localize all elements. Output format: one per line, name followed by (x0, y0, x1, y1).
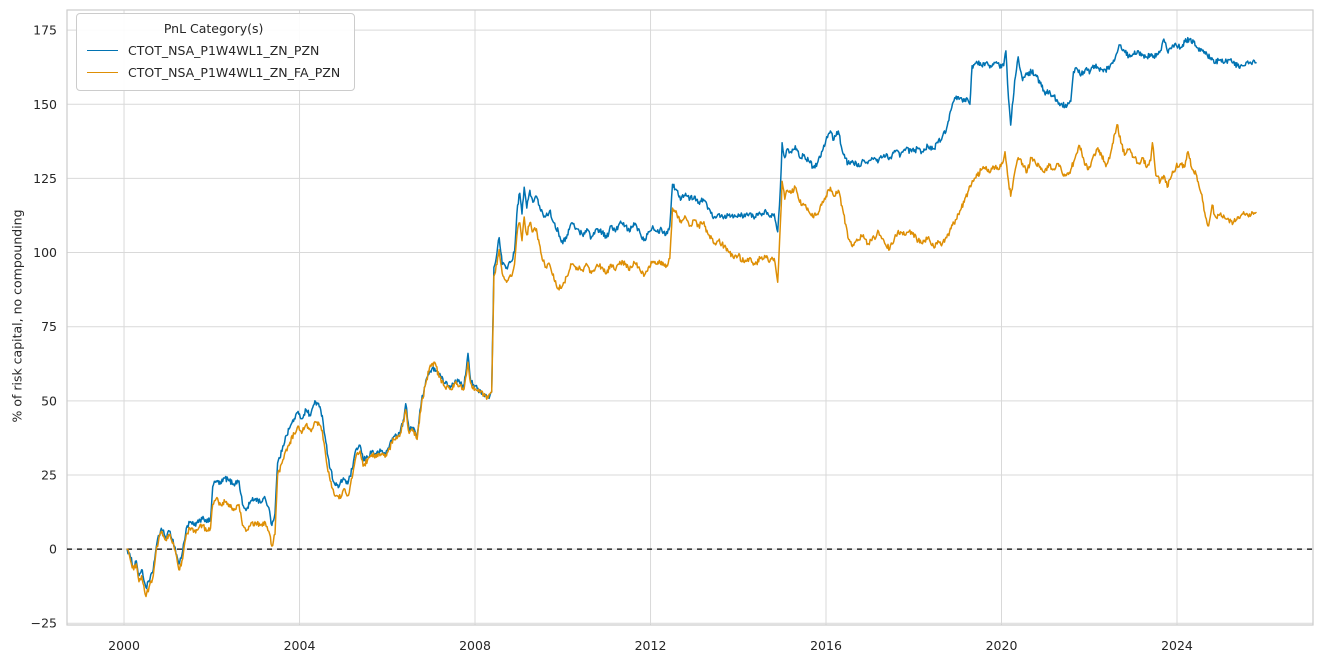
y-tick-label: 25 (41, 467, 57, 482)
plot-border (66, 9, 1314, 626)
y-tick-label: 150 (33, 97, 57, 112)
legend-entry-1: CTOT_NSA_P1W4WL1_ZN_FA_PZN (87, 61, 340, 83)
y-tick-label: 100 (33, 245, 57, 260)
x-tick-label: 2016 (810, 638, 842, 653)
legend-label-1: CTOT_NSA_P1W4WL1_ZN_FA_PZN (128, 64, 341, 80)
legend-line-swatch-1 (87, 71, 118, 73)
y-tick-label: 0 (49, 542, 57, 557)
legend: PnL Category(s) CTOT_NSA_P1W4WL1_ZN_PZN C… (76, 13, 356, 91)
legend-line-swatch-0 (87, 49, 118, 51)
legend-label-0: CTOT_NSA_P1W4WL1_ZN_PZN (128, 42, 320, 58)
y-axis-label: % of risk capital, no compounding (9, 209, 25, 423)
x-tick-label: 2020 (986, 638, 1018, 653)
x-tick-label: 2012 (635, 638, 667, 653)
y-tick-label: 125 (33, 171, 57, 186)
legend-entry-0: CTOT_NSA_P1W4WL1_ZN_PZN (87, 39, 340, 61)
y-tick-label: 50 (41, 393, 57, 408)
y-tick-label: −25 (31, 616, 57, 631)
x-tick-label: 2008 (459, 638, 491, 653)
legend-entries: CTOT_NSA_P1W4WL1_ZN_PZN CTOT_NSA_P1W4WL1_… (87, 39, 340, 83)
x-tick-label: 2004 (284, 638, 316, 653)
grid-lines (67, 10, 1313, 625)
x-tick-label: 2000 (108, 638, 140, 653)
x-tick-label: 2024 (1161, 638, 1193, 653)
y-tick-label: 175 (33, 23, 57, 38)
series-line-CTOT_NSA_P1W4WL1_ZN_FA_PZN (126, 123, 1257, 598)
series-line-CTOT_NSA_P1W4WL1_ZN_PZN (126, 36, 1257, 590)
y-tick-label: 75 (41, 319, 57, 334)
legend-title: PnL Category(s) (163, 21, 264, 36)
